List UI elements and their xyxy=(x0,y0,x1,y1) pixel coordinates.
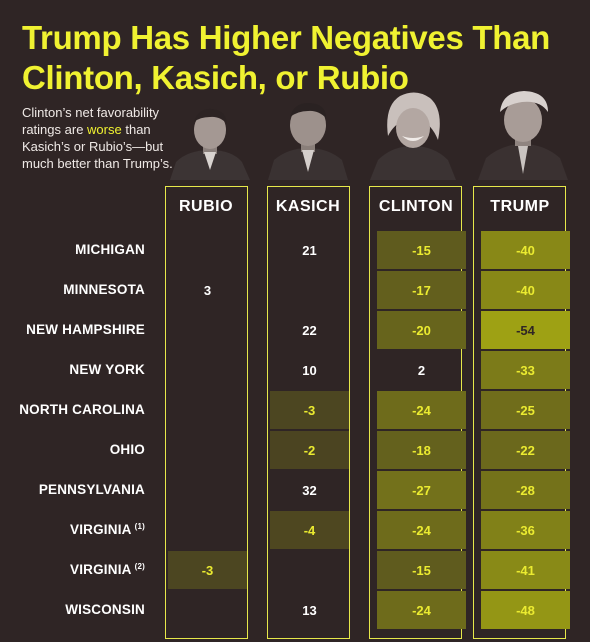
cell-clinton: -24 xyxy=(377,391,466,429)
row-label-text: NEW HAMPSHIRE xyxy=(26,322,145,337)
row-label: NEW HAMPSHIRE xyxy=(26,322,145,337)
row-label-footnote: (2) xyxy=(134,562,145,571)
cell-clinton: -24 xyxy=(377,591,466,629)
cell-clinton: -17 xyxy=(377,271,466,309)
cell-rubio xyxy=(168,391,247,429)
row-label-text: MICHIGAN xyxy=(75,242,145,257)
cell-clinton: -20 xyxy=(377,311,466,349)
row-label-text: VIRGINIA xyxy=(70,522,132,537)
column-header-trump: TRUMP xyxy=(490,198,550,215)
subtitle-text-1: Clinton’s net favorability ratings are xyxy=(22,105,160,137)
row-label-text: VIRGINIA xyxy=(70,562,132,577)
row-label-text: PENNSYLVANIA xyxy=(38,482,145,497)
cell-clinton: -15 xyxy=(377,551,466,589)
row-label: NEW YORK xyxy=(69,362,145,377)
cell-clinton: -24 xyxy=(377,511,466,549)
row-label: OHIO xyxy=(110,442,145,457)
cell-rubio xyxy=(168,231,247,269)
cell-kasich: 32 xyxy=(302,482,317,498)
cell-rubio: -3 xyxy=(168,551,247,589)
cell-kasich: -2 xyxy=(270,431,349,469)
cell-trump: -25 xyxy=(481,391,570,429)
cell-rubio xyxy=(168,431,247,469)
column-frame-kasich xyxy=(267,186,350,639)
cell-rubio xyxy=(168,471,247,509)
cell-trump: -48 xyxy=(481,591,570,629)
trump-photo xyxy=(478,91,568,180)
cell-rubio: 3 xyxy=(203,282,212,298)
column-header-clinton: CLINTON xyxy=(378,198,454,215)
chart-title: Trump Has Higher Negatives Than Clinton,… xyxy=(22,19,550,96)
row-label: MICHIGAN xyxy=(75,242,145,257)
cell-rubio xyxy=(168,511,247,549)
row-label: WISCONSIN xyxy=(65,602,145,617)
kasich-photo xyxy=(268,102,348,180)
clinton-photo xyxy=(370,92,456,180)
cell-kasich: 10 xyxy=(302,362,317,378)
cell-kasich xyxy=(270,271,349,309)
cell-kasich: -4 xyxy=(270,511,349,549)
row-label-text: NEW YORK xyxy=(69,362,145,377)
cell-trump: -36 xyxy=(481,511,570,549)
row-label: NORTH CAROLINA xyxy=(19,402,145,417)
cell-clinton: -27 xyxy=(377,471,466,509)
cell-trump: -28 xyxy=(481,471,570,509)
row-label: MINNESOTA xyxy=(63,282,145,297)
column-header-rubio: RUBIO xyxy=(178,198,234,215)
cell-kasich: -3 xyxy=(270,391,349,429)
cell-trump: -54 xyxy=(481,311,570,349)
cell-clinton: 2 xyxy=(417,362,426,378)
cell-trump: -41 xyxy=(481,551,570,589)
row-label: PENNSYLVANIA xyxy=(39,482,145,497)
cell-trump: -40 xyxy=(481,271,570,309)
cell-trump: -33 xyxy=(481,351,570,389)
cell-rubio xyxy=(168,311,247,349)
subtitle: Clinton’s net favorability ratings are w… xyxy=(22,104,182,172)
column-frame-rubio xyxy=(165,186,248,639)
cell-kasich: 22 xyxy=(302,322,317,338)
subtitle-highlight: worse xyxy=(87,122,122,137)
subtitle-text-2: than Kasich’s or Rubio’s—but much better… xyxy=(22,122,173,171)
rubio-photo xyxy=(170,108,250,180)
cell-kasich: 13 xyxy=(302,602,317,618)
cell-clinton: -18 xyxy=(377,431,466,469)
row-label-footnote: (1) xyxy=(134,522,145,531)
cell-trump: -40 xyxy=(481,231,570,269)
column-header-kasich: KASICH xyxy=(275,198,341,215)
cell-kasich xyxy=(270,551,349,589)
row-label: VIRGINIA (1) xyxy=(70,522,145,537)
cell-rubio xyxy=(168,591,247,629)
cell-rubio xyxy=(168,351,247,389)
row-label: VIRGINIA (2) xyxy=(70,562,145,577)
row-label-text: OHIO xyxy=(109,442,145,457)
row-label-text: NORTH CAROLINA xyxy=(19,402,145,417)
cell-kasich: 21 xyxy=(302,242,317,258)
cell-clinton: -15 xyxy=(377,231,466,269)
row-label-text: MINNESOTA xyxy=(63,282,145,297)
row-label-text: WISCONSIN xyxy=(65,602,145,617)
cell-trump: -22 xyxy=(481,431,570,469)
